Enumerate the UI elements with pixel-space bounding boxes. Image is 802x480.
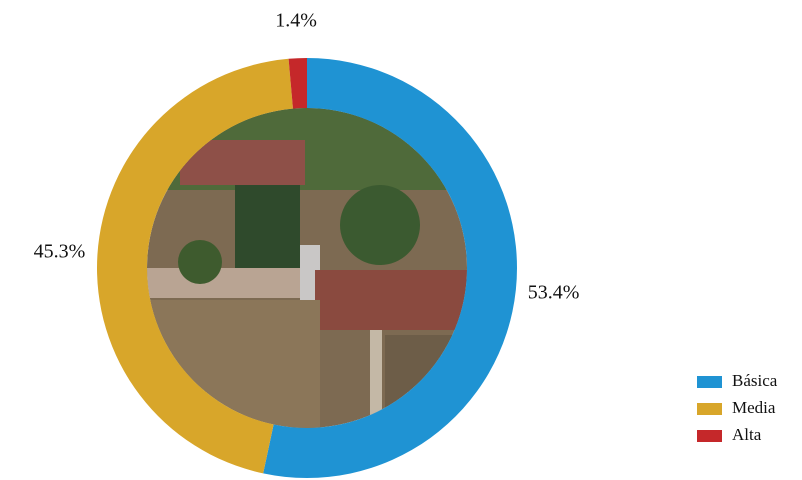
legend-swatch — [697, 430, 722, 442]
data-label: 53.4% — [528, 282, 580, 304]
legend-label: Básica — [732, 371, 778, 390]
legend-swatch — [697, 403, 722, 415]
legend-swatch — [697, 376, 722, 388]
data-label: 45.3% — [34, 240, 86, 262]
chart: 53.4% 45.3% 1.4% Básica Media Alta — [0, 0, 802, 480]
legend-label: Alta — [732, 425, 762, 444]
data-label: 1.4% — [275, 10, 317, 32]
legend-label: Media — [732, 398, 776, 417]
